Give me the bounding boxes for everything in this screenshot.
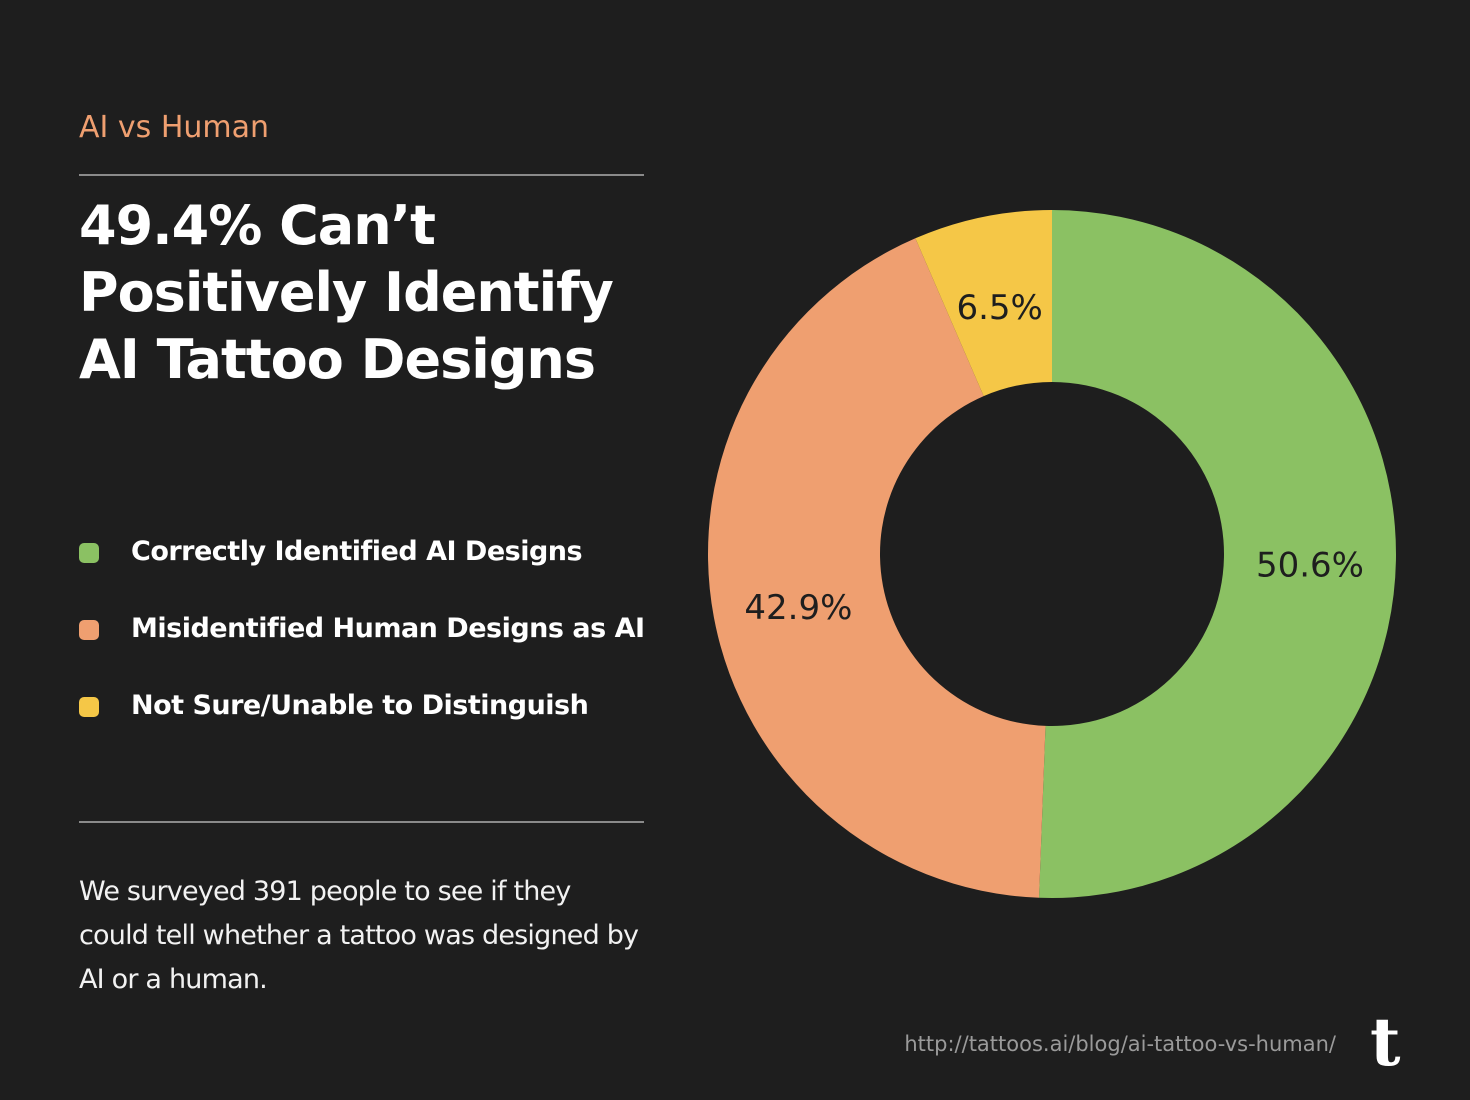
divider	[79, 821, 644, 823]
data-label: 42.9%	[744, 588, 852, 628]
legend-label: Correctly Identified AI Designs	[131, 536, 583, 567]
donut-slice	[1039, 210, 1396, 899]
data-label: 50.6%	[1256, 545, 1364, 585]
legend-swatch	[79, 697, 99, 717]
description-line: AI or a human.	[79, 964, 268, 995]
eyebrow: AI vs Human	[79, 110, 270, 145]
description-line: We surveyed 391 people to see if they	[79, 876, 571, 907]
source-url: http://tattoos.ai/blog/ai-tattoo-vs-huma…	[904, 1032, 1336, 1056]
description: We surveyed 391 people to see if they co…	[79, 870, 639, 1002]
legend-swatch	[79, 543, 99, 563]
donut-slice	[708, 238, 1046, 898]
data-label: 6.5%	[956, 288, 1042, 328]
logo: t	[1370, 1003, 1401, 1081]
donut-slice	[915, 210, 1052, 397]
title-line: AI Tattoo Designs	[79, 328, 596, 391]
title: 49.4% Can’t Positively Identify AI Tatto…	[79, 192, 614, 393]
title-line: Positively Identify	[79, 261, 614, 324]
legend-label: Not Sure/Unable to Distinguish	[131, 690, 589, 721]
divider	[79, 174, 644, 176]
description-line: could tell whether a tattoo was designed…	[79, 920, 639, 951]
legend-swatch	[79, 620, 99, 640]
title-line: 49.4% Can’t	[79, 194, 436, 257]
legend-label: Misidentified Human Designs as AI	[131, 613, 645, 644]
